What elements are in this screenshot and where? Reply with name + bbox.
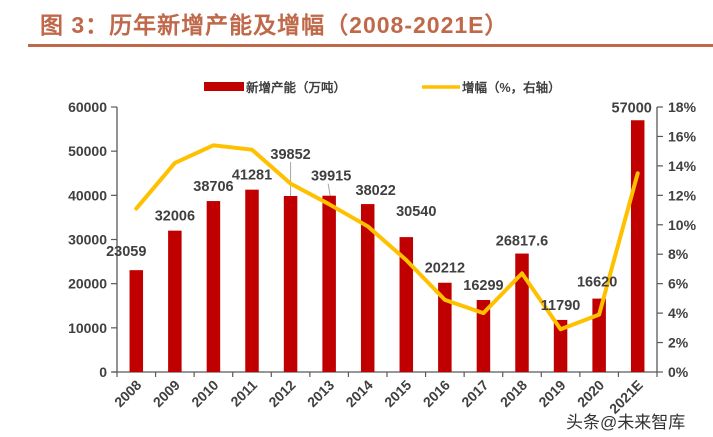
data-label-2010: 38706	[193, 179, 233, 195]
axes: 0 10000 20000 30000 40000 50000 60000 0% 2% 4% 6% 8…	[68, 99, 697, 380]
right-axis-tick-label: 2%	[668, 335, 689, 351]
x-tick-label-2010: 2010	[188, 377, 221, 410]
right-axis-tick-label: 8%	[668, 246, 689, 262]
data-label-2017: 16299	[463, 278, 503, 294]
data-label-2018: 26817.6	[496, 234, 548, 250]
data-label-2020: 16620	[577, 275, 617, 291]
x-tick-label-2018: 2018	[497, 377, 530, 410]
x-tick-label-2016: 2016	[420, 377, 453, 410]
x-tick-label-2012: 2012	[265, 377, 298, 410]
right-axis-tick-label: 14%	[668, 158, 697, 174]
right-axis-tick-label: 12%	[668, 187, 697, 203]
left-axis-tick-label: 60000	[68, 99, 107, 115]
data-label-2009: 32006	[155, 209, 195, 225]
bar-2018	[515, 253, 529, 372]
watermark: 头条@未来智库	[566, 413, 686, 432]
data-label-2013: 39915	[311, 169, 351, 185]
bars	[129, 120, 645, 372]
bar-2009	[168, 230, 182, 372]
title-rule	[28, 44, 713, 47]
data-label-2019: 11790	[541, 298, 581, 314]
x-tick-label-2013: 2013	[304, 377, 337, 410]
figure-title: 图 3：历年新增产能及增幅（2008-2021E）	[40, 12, 509, 38]
bar-2016	[438, 282, 452, 372]
legend-line-label: 增幅（%，右轴）	[462, 80, 561, 95]
right-axis-tick-label: 0%	[668, 364, 689, 380]
growth-line	[134, 143, 640, 332]
leader-line-2013	[327, 183, 331, 196]
left-axis-tick-label: 30000	[68, 232, 107, 248]
left-axis-tick-label: 20000	[68, 276, 107, 292]
bar-2017	[476, 300, 491, 372]
x-tick-label-2014: 2014	[342, 377, 375, 410]
x-tick-label-2011: 2011	[227, 377, 260, 410]
left-axis-tick-label: 40000	[68, 187, 107, 203]
legend-bar-label: 新增产能（万吨）	[246, 80, 346, 95]
bar-2008	[129, 270, 144, 372]
data-label-2008: 23059	[106, 244, 146, 260]
right-axis-tick-label: 4%	[668, 305, 689, 321]
left-axis-tick-label: 10000	[68, 320, 107, 336]
legend: 新增产能（万吨） 增幅（%，右轴）	[204, 80, 561, 95]
data-label-2015: 30540	[396, 204, 436, 220]
x-tick-label-2020: 2020	[574, 377, 607, 410]
right-axis-tick-label: 18%	[668, 99, 697, 115]
data-label-2016: 20212	[425, 261, 465, 277]
right-axis-tick-label: 6%	[668, 276, 689, 292]
leader-lines	[290, 161, 331, 196]
bar-2013	[322, 195, 336, 372]
bar-2021E	[630, 120, 645, 372]
legend-bar-swatch	[204, 82, 244, 91]
x-tick-label-2019: 2019	[535, 377, 568, 410]
bar-2014	[360, 204, 375, 372]
bar-2010	[206, 201, 221, 372]
x-tick-label-2008: 2008	[111, 377, 144, 410]
bar-2012	[283, 195, 298, 372]
x-tick-label-2017: 2017	[458, 377, 491, 410]
growth-line-path	[134, 143, 640, 332]
left-axis-tick-label: 0	[99, 364, 107, 380]
right-axis-tick-label: 10%	[668, 217, 697, 233]
data-label-2012: 39852	[270, 147, 310, 163]
bar-2011	[245, 189, 259, 372]
bar-2015	[399, 237, 414, 372]
data-label-2011: 41281	[232, 168, 272, 184]
x-tick-label-2009: 2009	[150, 377, 183, 410]
data-label-2014: 38022	[356, 183, 396, 199]
right-axis-tick-label: 16%	[668, 128, 697, 144]
bar-2019	[553, 319, 568, 372]
data-label-2021E: 57000	[612, 100, 652, 116]
x-tick-label-2015: 2015	[381, 377, 414, 410]
left-axis-tick-label: 50000	[68, 143, 107, 159]
